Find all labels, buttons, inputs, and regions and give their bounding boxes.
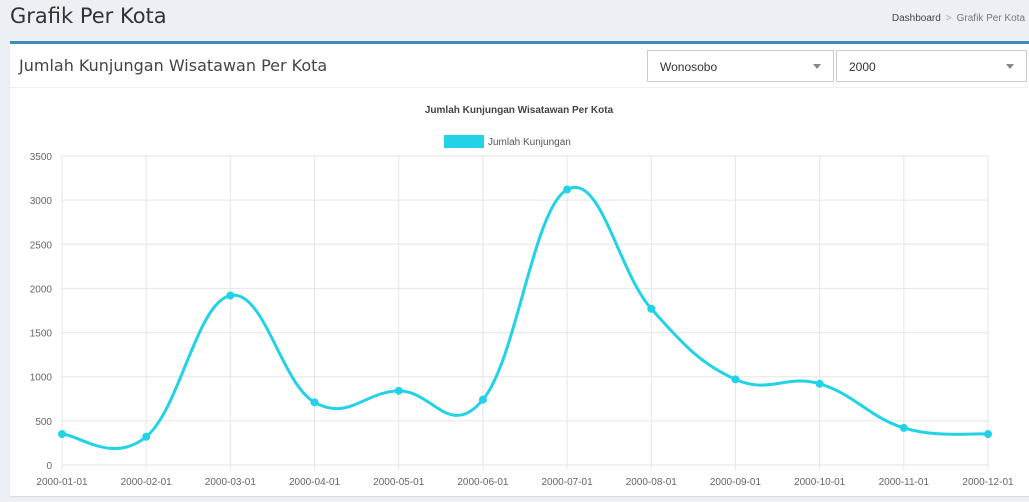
x-tick-label: 2000-10-01 [794,477,846,488]
year-select[interactable]: 2000 [836,50,1027,82]
y-tick-label: 500 [35,417,52,428]
box-title: Jumlah Kunjungan Wisatawan Per Kota [19,56,328,75]
y-tick-label: 1000 [30,373,53,384]
year-select-value: 2000 [849,60,876,74]
chevron-down-icon [813,64,821,69]
y-tick-label: 3000 [30,196,53,207]
y-tick-label: 1500 [30,329,53,340]
x-tick-label: 2000-02-01 [121,477,173,488]
x-tick-label: 2000-05-01 [373,477,425,488]
chart-title: Jumlah Kunjungan Wisatawan Per Kota [425,105,614,116]
y-tick-label: 2500 [30,240,53,251]
data-point[interactable] [984,430,992,439]
y-tick-label: 0 [46,461,52,472]
breadcrumb-current: Grafik Per Kota [956,13,1025,24]
x-tick-label: 2000-01-01 [36,477,88,488]
data-point[interactable] [563,185,572,194]
x-tick-label: 2000-12-01 [962,477,1014,488]
series-line [61,185,989,450]
data-point[interactable] [226,291,235,300]
breadcrumb-dashboard-link[interactable]: Dashboard [891,13,941,24]
box-header: Jumlah Kunjungan Wisatawan Per Kota Wono… [10,44,1029,88]
city-select[interactable]: Wonosobo [647,50,834,82]
data-point[interactable] [899,423,908,432]
data-point[interactable] [310,398,319,407]
x-tick-label: 2000-11-01 [879,477,930,488]
legend-swatch[interactable] [444,135,484,148]
x-tick-label: 2000-03-01 [205,477,257,488]
y-tick-label: 3500 [30,152,53,163]
chevron-down-icon [1006,64,1014,69]
legend-label[interactable]: Jumlah Kunjungan [488,137,571,148]
chart-box: Jumlah Kunjungan Wisatawan Per Kota Wono… [10,41,1029,496]
page-title: Grafik Per Kota [10,4,167,28]
breadcrumb-separator: > [945,13,952,24]
data-point[interactable] [58,430,66,439]
x-tick-label: 2000-08-01 [626,477,678,488]
line-chart: Jumlah Kunjungan Wisatawan Per Kota Juml… [30,105,1014,488]
city-select-value: Wonosobo [660,60,718,74]
x-tick-label: 2000-04-01 [289,477,341,488]
data-point[interactable] [478,395,487,404]
breadcrumb: Dashboard > Grafik Per Kota [892,13,1025,24]
data-point[interactable] [394,386,403,395]
data-point[interactable] [815,379,824,388]
data-point[interactable] [647,304,656,313]
data-point[interactable] [731,375,740,384]
x-tick-label: 2000-07-01 [542,477,594,488]
chart-area: Jumlah Kunjungan Wisatawan Per Kota Juml… [10,89,1029,499]
x-tick-label: 2000-09-01 [710,477,762,488]
page-header: Grafik Per Kota Dashboard > Grafik Per Kot… [0,0,1029,40]
data-point[interactable] [142,432,151,441]
y-tick-label: 2000 [30,284,53,295]
x-tick-label: 2000-06-01 [457,477,509,488]
